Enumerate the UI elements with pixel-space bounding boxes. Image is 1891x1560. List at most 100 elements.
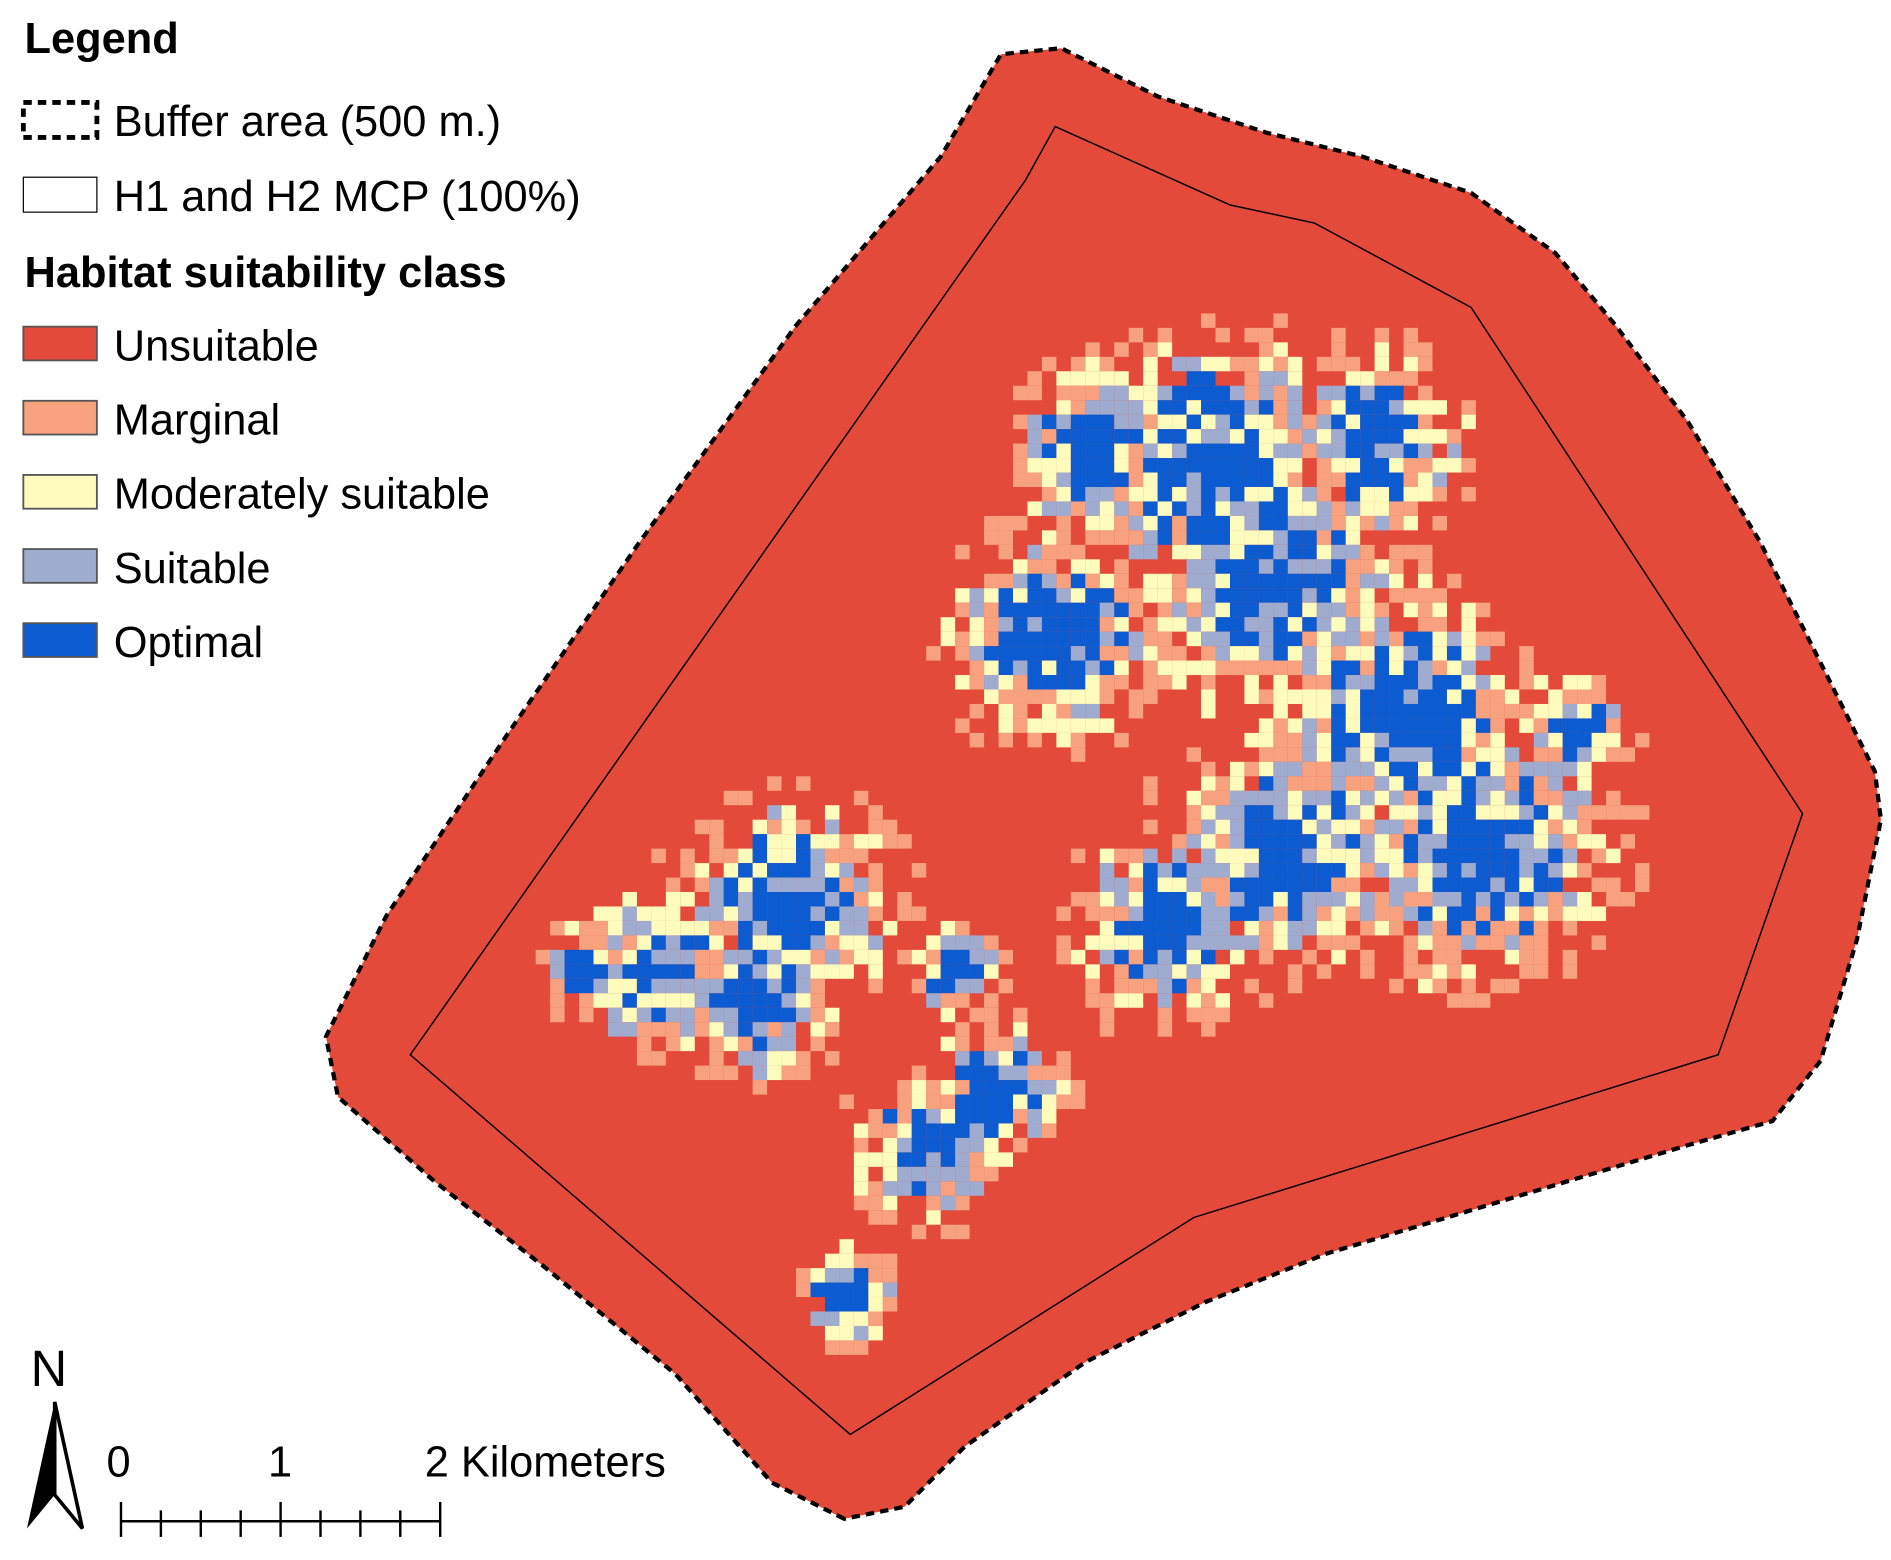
raster-cell <box>1548 761 1563 777</box>
raster-cell <box>1446 429 1462 444</box>
raster-cell <box>998 718 1014 733</box>
raster-cell <box>1186 573 1202 589</box>
raster-cell <box>1258 371 1274 386</box>
raster-cell <box>1519 949 1534 965</box>
raster-cell <box>738 1036 753 1052</box>
raster-cell <box>651 949 666 965</box>
raster-cell <box>1287 414 1303 430</box>
raster-cell <box>1056 703 1071 719</box>
raster-cell <box>1331 356 1346 372</box>
raster-cell <box>1172 834 1187 849</box>
raster-cell <box>1172 443 1187 459</box>
raster-cell <box>1186 530 1202 545</box>
raster-cell <box>1287 443 1303 459</box>
raster-cell <box>1099 877 1115 893</box>
raster-cell <box>1331 458 1346 473</box>
raster-cell <box>1446 732 1462 748</box>
raster-cell <box>1287 834 1303 849</box>
raster-cell <box>1591 935 1607 950</box>
raster-cell <box>1229 486 1245 502</box>
raster-cell <box>1215 385 1230 401</box>
raster-cell <box>1418 732 1433 748</box>
raster-cell <box>1201 443 1216 459</box>
raster-cell <box>998 1036 1014 1052</box>
raster-cell <box>1273 805 1288 820</box>
raster-cell <box>1056 501 1071 516</box>
raster-cell <box>1360 805 1375 820</box>
raster-cell <box>1374 371 1390 386</box>
raster-cell <box>1562 732 1578 748</box>
raster-cell <box>1013 602 1028 618</box>
raster-cell <box>1562 703 1578 719</box>
raster-cell <box>767 877 782 893</box>
raster-cell <box>1186 631 1202 647</box>
raster-cell <box>1504 790 1520 806</box>
raster-cell <box>1418 414 1433 430</box>
raster-cell <box>1099 718 1115 733</box>
raster-cell <box>1374 400 1390 415</box>
raster-cell <box>1114 458 1129 473</box>
raster-cell <box>1418 588 1433 603</box>
raster-cell <box>969 631 985 647</box>
raster-cell <box>1432 747 1447 762</box>
raster-cell <box>1273 892 1288 907</box>
raster-cell <box>1215 646 1230 661</box>
raster-cell <box>1577 892 1592 907</box>
raster-cell <box>694 906 710 921</box>
raster-cell <box>926 1137 941 1153</box>
raster-cell <box>767 935 782 950</box>
raster-cell <box>709 1065 724 1081</box>
raster-cell <box>1331 400 1346 415</box>
raster-cell <box>1331 747 1346 762</box>
raster-cell <box>752 1051 768 1066</box>
raster-cell <box>1432 472 1447 487</box>
raster-cell <box>1620 805 1636 820</box>
raster-cell <box>1475 920 1491 936</box>
raster-cell <box>1461 646 1476 661</box>
raster-cell <box>1215 472 1230 487</box>
raster-cell <box>1099 646 1115 661</box>
raster-cell <box>998 602 1014 618</box>
raster-cell <box>564 920 580 936</box>
raster-cell <box>1229 790 1245 806</box>
raster-cell <box>1013 675 1028 690</box>
raster-cell <box>1562 761 1578 777</box>
raster-cell <box>1432 689 1447 704</box>
raster-cell <box>926 1080 941 1095</box>
raster-cell <box>1345 602 1361 618</box>
raster-cell <box>1041 588 1057 603</box>
raster-cell <box>853 1325 869 1341</box>
raster-cell <box>824 1268 840 1283</box>
raster-cell <box>1490 935 1505 950</box>
scale-label: 1 <box>268 1439 292 1487</box>
raster-cell <box>1027 602 1042 618</box>
raster-cell <box>911 1152 927 1167</box>
raster-cell <box>1258 631 1274 647</box>
raster-cell <box>1548 819 1563 835</box>
raster-cell <box>1418 790 1433 806</box>
raster-cell <box>1418 906 1433 921</box>
raster-cell <box>824 935 840 950</box>
raster-cell <box>1533 819 1549 835</box>
raster-cell <box>1504 819 1520 835</box>
raster-cell <box>1374 472 1390 487</box>
raster-cell <box>969 1065 985 1081</box>
raster-cell <box>940 920 956 936</box>
raster-cell <box>1056 544 1071 560</box>
raster-cell <box>1157 327 1173 343</box>
raster-cell <box>1114 530 1129 545</box>
raster-cell <box>911 1123 927 1138</box>
raster-cell <box>709 964 724 979</box>
raster-cell <box>709 834 724 849</box>
raster-cell <box>1533 848 1549 864</box>
raster-cell <box>1403 443 1419 459</box>
raster-cell <box>738 978 753 994</box>
raster-cell <box>1258 689 1274 704</box>
raster-cell <box>1331 588 1346 603</box>
raster-cell <box>665 1007 681 1023</box>
raster-cell <box>1027 414 1042 430</box>
raster-cell <box>593 964 608 979</box>
raster-cell <box>1331 414 1346 430</box>
raster-cell <box>1215 429 1230 444</box>
raster-cell <box>1143 776 1158 791</box>
